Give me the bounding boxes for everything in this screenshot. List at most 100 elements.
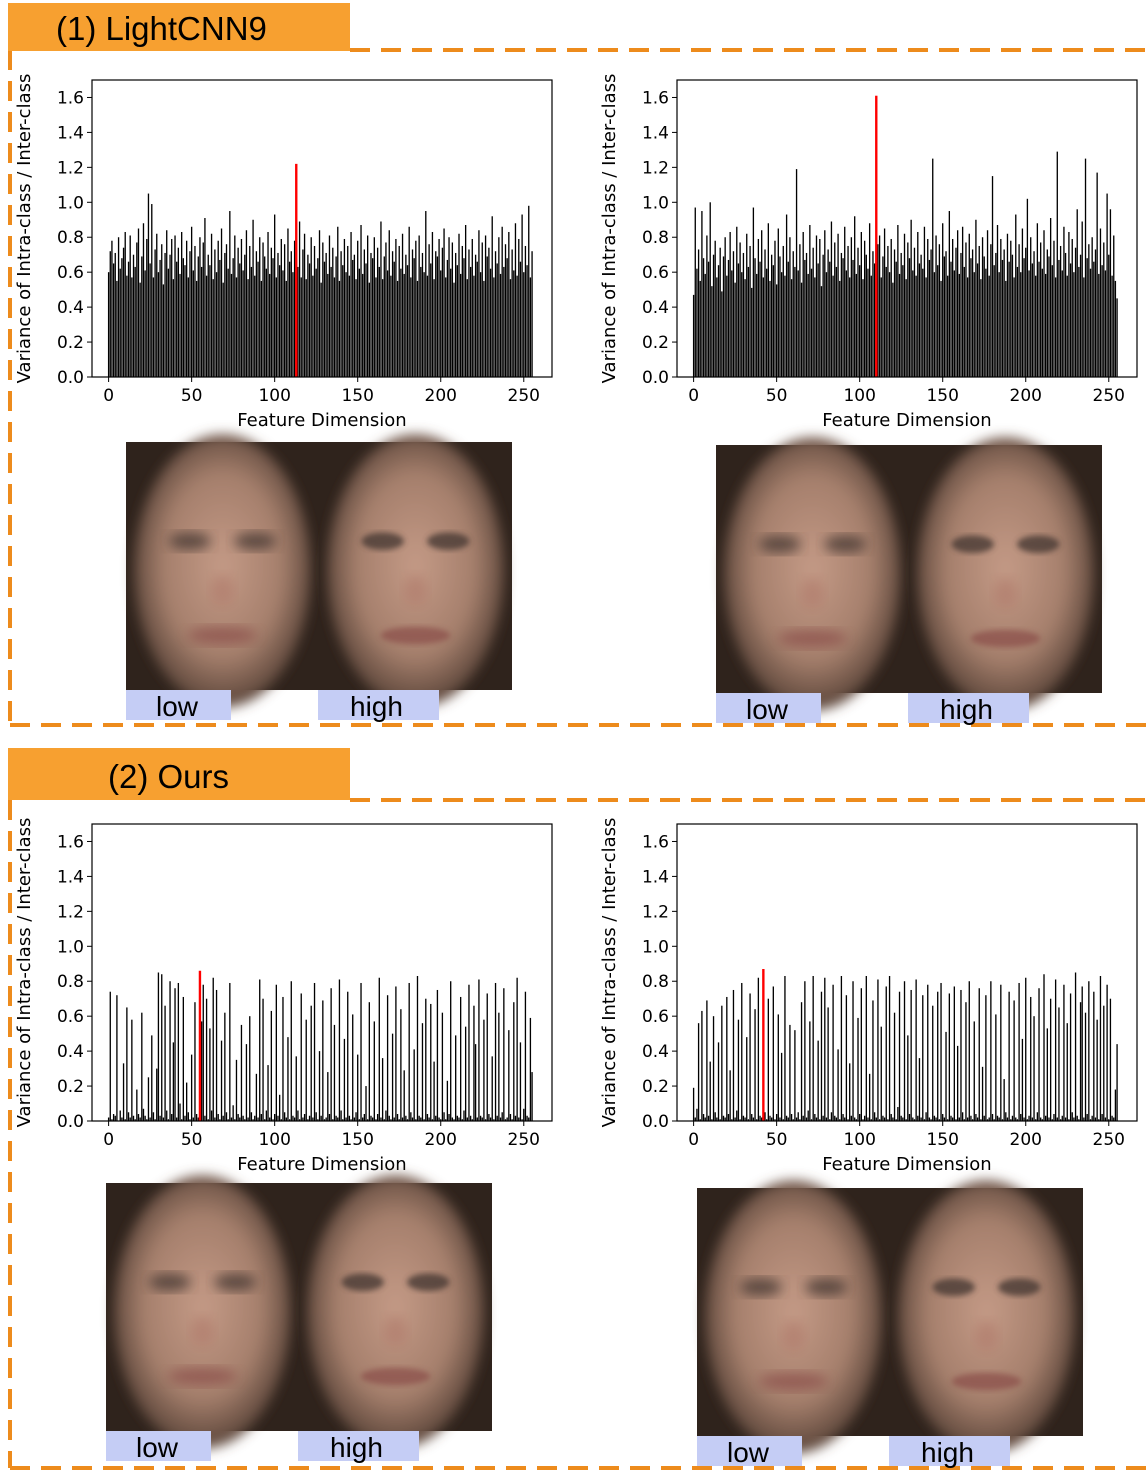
bar <box>825 1117 828 1121</box>
bar <box>1018 244 1020 377</box>
bar <box>194 245 196 377</box>
bar <box>494 251 497 377</box>
bar <box>262 998 264 1121</box>
bar <box>187 277 189 377</box>
image-label: low <box>136 1432 179 1463</box>
bar <box>401 233 404 377</box>
bar <box>455 1035 457 1121</box>
bar <box>1003 249 1005 377</box>
bar <box>320 1115 322 1121</box>
bar <box>277 252 279 377</box>
x-tick-label: 200 <box>1010 1130 1042 1150</box>
bar <box>915 979 917 1121</box>
bar <box>844 1117 846 1121</box>
bar <box>849 277 851 377</box>
bar <box>418 235 420 377</box>
bar <box>489 268 492 377</box>
bar <box>171 238 173 377</box>
bar <box>403 273 405 377</box>
bar <box>453 282 455 377</box>
bar <box>961 226 964 377</box>
bar <box>200 1021 203 1121</box>
bar <box>264 256 266 377</box>
bar <box>408 226 410 377</box>
bar <box>315 268 317 377</box>
bar <box>855 273 858 377</box>
bar <box>769 1115 771 1121</box>
bar <box>867 1117 869 1121</box>
bar <box>697 249 700 377</box>
bar <box>516 275 518 377</box>
bar <box>340 251 342 377</box>
bar <box>744 279 746 377</box>
bar <box>878 1119 881 1121</box>
bar <box>469 1115 472 1121</box>
bar <box>933 1115 936 1121</box>
bar <box>734 282 736 377</box>
bar <box>330 266 332 377</box>
bar <box>1071 238 1073 377</box>
bar <box>854 1117 856 1121</box>
bar <box>332 247 334 377</box>
bar <box>265 268 268 377</box>
bar <box>709 202 711 377</box>
bar <box>697 1023 700 1121</box>
bar <box>242 270 244 377</box>
bar <box>762 277 765 377</box>
bar <box>1010 240 1012 377</box>
bar <box>1073 1117 1075 1121</box>
bar <box>250 1112 253 1121</box>
bar <box>122 247 125 377</box>
bar <box>820 286 823 377</box>
x-tick-label: 200 <box>425 1130 457 1150</box>
bar <box>230 273 233 377</box>
bar <box>518 238 520 377</box>
bar <box>134 266 136 377</box>
bar <box>149 1117 151 1121</box>
bar <box>1086 258 1088 377</box>
bar <box>109 991 111 1121</box>
face-eye <box>341 1273 384 1291</box>
bar <box>754 258 756 377</box>
bar <box>262 242 264 377</box>
bar <box>1103 1005 1105 1121</box>
bar <box>757 238 760 377</box>
bar <box>272 1119 274 1121</box>
bar <box>902 1117 904 1121</box>
bar <box>132 1115 135 1121</box>
bar <box>873 1112 876 1121</box>
bar <box>493 277 495 377</box>
bar <box>282 270 284 377</box>
bar <box>190 1054 193 1121</box>
bar <box>815 235 818 377</box>
bar <box>971 249 974 377</box>
image-label: high <box>350 691 403 722</box>
bar <box>1078 1119 1080 1121</box>
bar <box>151 1035 153 1121</box>
bar <box>1079 1002 1082 1121</box>
bar <box>849 1063 851 1121</box>
bar <box>420 1117 422 1121</box>
bar <box>780 1052 783 1121</box>
bar <box>342 265 344 377</box>
bar <box>751 287 753 377</box>
bar <box>440 1119 442 1121</box>
bar <box>127 1112 130 1121</box>
bar <box>1096 1019 1098 1121</box>
bar <box>805 252 808 377</box>
bar <box>834 242 836 377</box>
bar <box>323 1119 326 1121</box>
bar <box>370 1115 372 1121</box>
bar <box>501 1112 503 1121</box>
bar <box>435 251 437 377</box>
image-label: low <box>727 1437 770 1468</box>
bar <box>338 280 341 377</box>
y-tick-label: 0.2 <box>57 1077 84 1097</box>
bar <box>225 1112 228 1121</box>
bar <box>282 996 284 1121</box>
bar <box>1104 1117 1107 1121</box>
bar <box>975 1114 977 1121</box>
bar <box>333 277 336 377</box>
bar <box>521 214 523 377</box>
bar <box>1106 984 1108 1121</box>
